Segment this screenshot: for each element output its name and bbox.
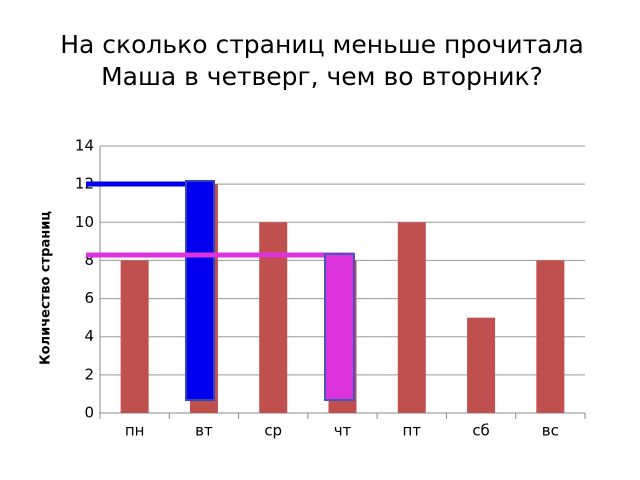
- x-tick-label: вс: [542, 422, 559, 440]
- bar: [467, 317, 496, 413]
- x-tick-label: вт: [195, 422, 213, 440]
- highlight-box: [324, 253, 355, 401]
- x-tick-label: ср: [264, 422, 282, 440]
- annotations: [86, 180, 355, 401]
- chart-title: Маша в четверг, чем во вторник?: [101, 62, 543, 91]
- bar: [120, 260, 149, 413]
- y-axis-title: Количество страниц: [39, 211, 54, 365]
- bar: [536, 260, 565, 413]
- x-tick-label: пт: [403, 422, 422, 440]
- x-tick-label: чт: [334, 422, 352, 440]
- bar: [397, 222, 426, 413]
- y-tick-label: 12: [75, 175, 94, 193]
- y-tick-label: 10: [75, 213, 94, 231]
- y-tick-label: 8: [84, 251, 94, 269]
- y-tick-label: 6: [84, 289, 94, 307]
- chart-title: На сколько страниц меньше прочитала: [60, 30, 584, 59]
- y-tick-label: 2: [84, 365, 94, 383]
- x-tick-label: пн: [125, 422, 145, 440]
- y-tick-label: 0: [84, 404, 94, 422]
- x-tick-label: сб: [472, 422, 490, 440]
- y-tick-label: 14: [75, 137, 94, 155]
- highlight-box: [185, 180, 215, 401]
- bar: [259, 222, 288, 413]
- y-tick-label: 4: [84, 327, 94, 345]
